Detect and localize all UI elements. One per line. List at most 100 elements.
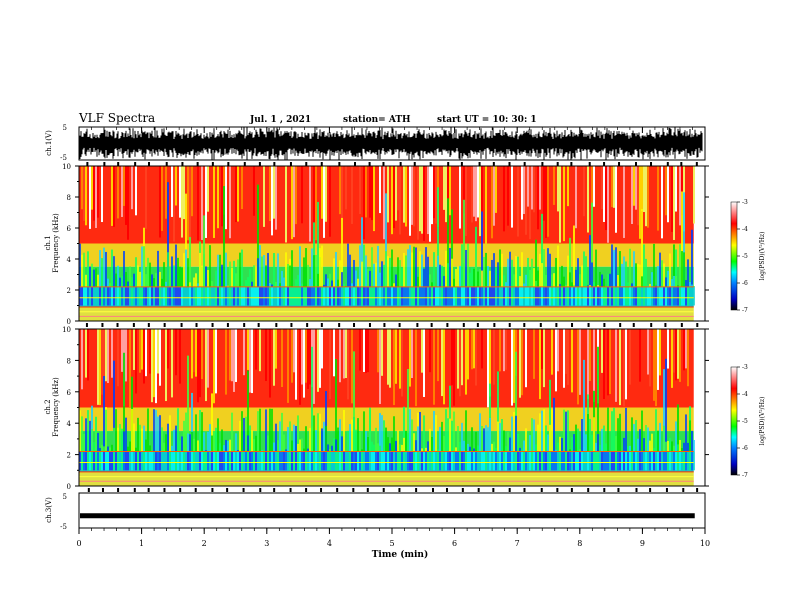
spec-streak [457,451,459,471]
spec-streak [579,451,581,471]
spec-streak [641,166,643,211]
spec-streak [531,258,533,287]
time-mark [148,162,151,166]
spec-streak [179,440,181,452]
spec-streak [141,286,143,306]
spec-streak [429,451,431,471]
spec-streak [583,166,585,217]
spec-streak [579,274,581,287]
spec-streak [247,451,249,471]
spec-streak [363,329,365,372]
spec-streak [293,285,295,287]
spec-streak [603,329,605,400]
spec-streak [413,433,415,452]
spec-streak [185,451,187,471]
spec-streak [99,286,101,306]
spec-streak [241,451,243,471]
spec-streak [651,451,653,471]
spec-streak [627,282,629,287]
spec-streak [577,329,579,405]
spec-streak [521,448,523,452]
spec-streak [603,425,605,452]
spec-streak [563,276,565,287]
spec-streak [687,451,689,471]
spec-streak [343,329,345,379]
spec-streak [521,286,523,306]
spec-streak [533,451,535,471]
spec-streak [321,451,323,471]
spec-streak [327,444,329,452]
spec-streak [285,449,287,452]
spec-streak [639,451,641,471]
spec-streak [591,202,593,287]
spec-streak [315,451,317,471]
spec-streak [129,441,131,452]
spec-streak [649,286,651,306]
spec-streak [597,346,599,452]
spec-streak [285,166,287,243]
spec-streak [607,451,609,471]
spec-streak [279,283,281,287]
spec-streak [183,451,185,471]
spec-streak [365,286,367,306]
spec-streak [311,286,313,306]
spec-streak [487,329,489,408]
spec-streak [325,451,327,471]
spec-streak [375,427,377,452]
spec-streak [443,286,445,306]
spec-streak [639,286,641,306]
spec-streak [145,166,147,229]
spec-streak [549,379,551,452]
spec-streak [645,258,647,287]
spec-streak [669,253,671,287]
spec-streak [293,166,295,238]
spec-streak [223,451,225,471]
spec-streak [561,286,563,306]
spec-streak [361,449,363,452]
spec-streak [261,286,263,306]
spec-streak [149,329,151,374]
spec-streak [275,286,277,306]
spec-streak [539,413,541,452]
spec-streak [333,451,335,471]
spec-streak [487,427,489,452]
spec-streak [431,286,433,306]
spec-streak [405,451,407,471]
spec-streak [317,201,319,287]
spec-streak [321,245,323,287]
spec-streak [641,276,643,287]
spec-streak [225,451,227,471]
spec-streak [591,286,593,306]
spec-streak [331,451,333,471]
spec-streak [115,273,117,287]
spec-streak [599,286,601,306]
spec-streak [283,434,285,452]
spec-streak [693,439,695,452]
spec-streak [281,286,283,306]
spec-streak [401,451,403,471]
spec-streak [641,286,643,306]
spec-streak [553,166,555,205]
spec-streak [401,286,403,306]
spec-streak [139,329,141,373]
spec-streak [449,418,451,452]
colorbar-tick-label: -4 [742,391,748,398]
spec-streak [239,420,241,452]
spec-streak [589,235,591,287]
spec-streak [87,251,89,287]
spec-streak [587,329,589,399]
spec-streak [279,451,281,471]
time-mark [85,323,88,327]
spec-streak [613,451,615,471]
spec-streak [379,451,381,471]
spec-streak [363,451,365,471]
spec-streak [491,286,493,306]
spec-streak [447,286,449,306]
spec-streak [669,437,671,452]
spec-streak [599,445,601,452]
spec-streak [151,274,153,287]
spec-streak [267,451,269,471]
spec-streak [673,244,675,287]
spec-streak [321,286,323,306]
spec-streak [593,282,595,287]
